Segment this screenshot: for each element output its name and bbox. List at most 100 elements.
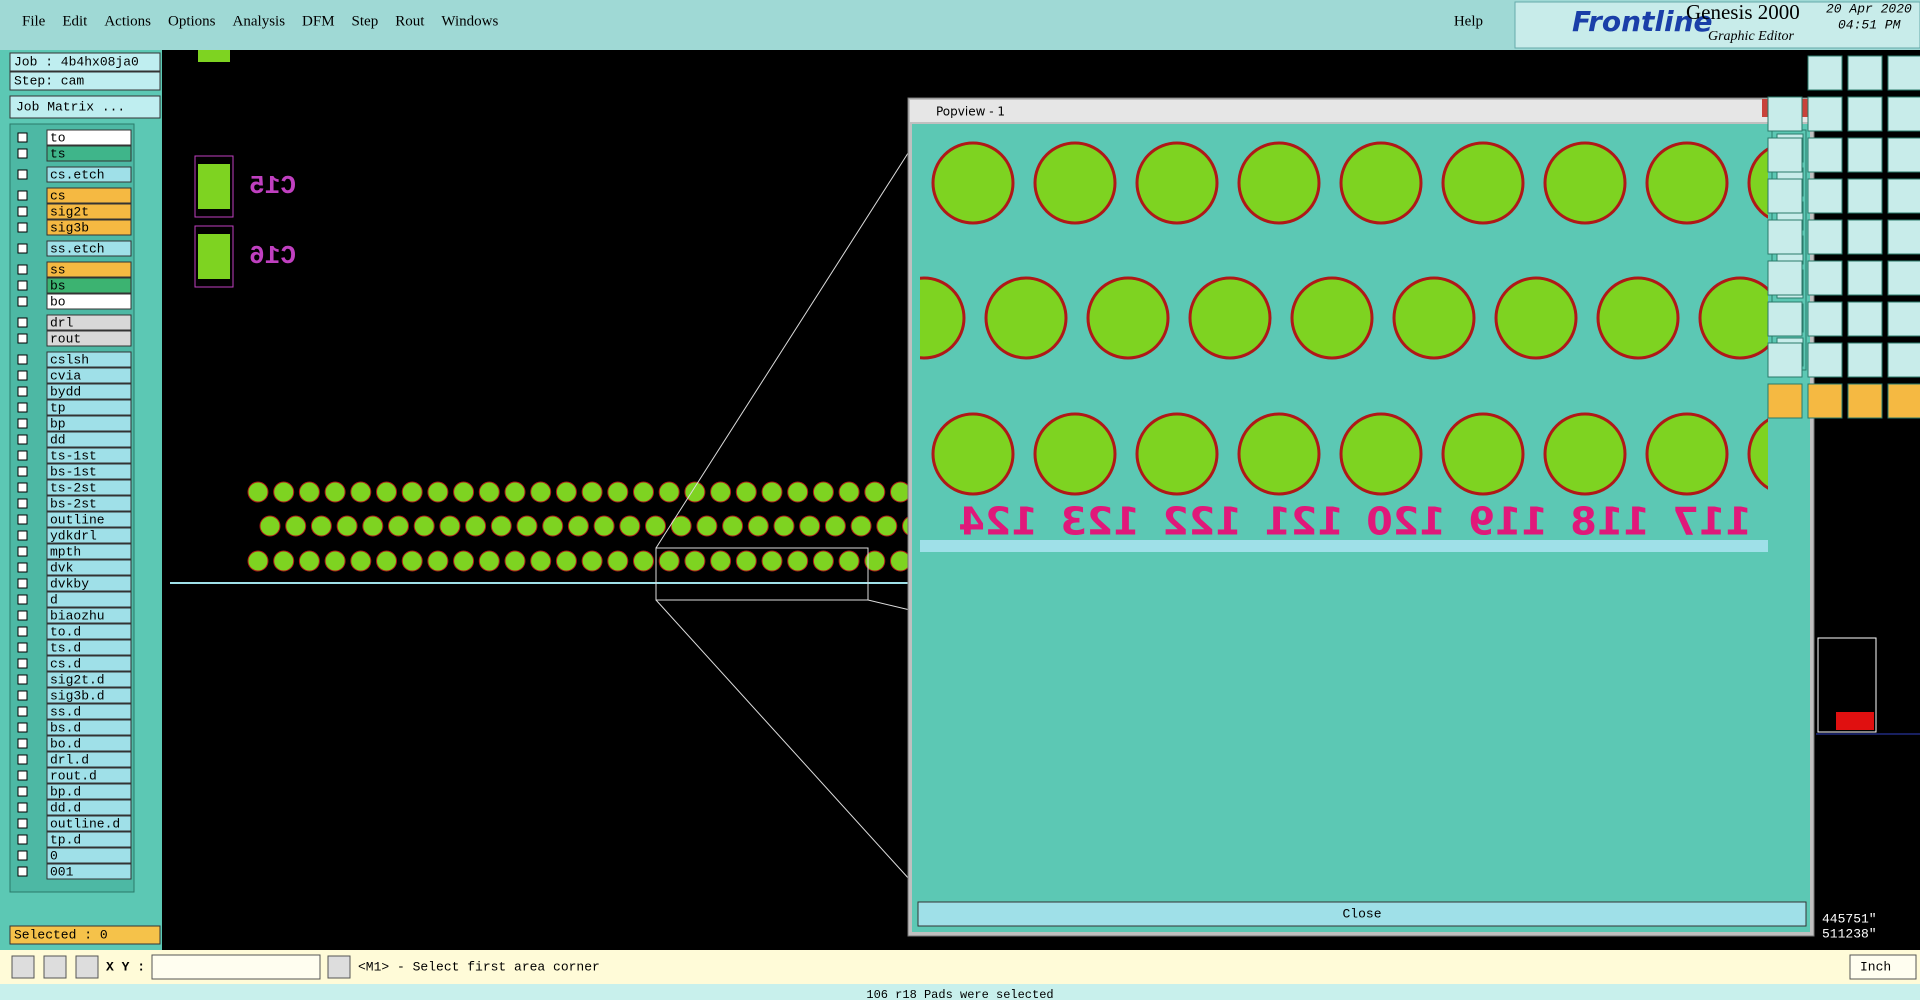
toolbar-button[interactable]	[1807, 96, 1843, 132]
layer-checkbox[interactable]	[17, 626, 28, 637]
layer-checkbox[interactable]	[17, 658, 28, 669]
toolbar-button[interactable]	[1807, 260, 1843, 296]
layer-box[interactable]	[46, 314, 132, 331]
layer-box[interactable]	[46, 293, 132, 310]
toolbar-button[interactable]	[1807, 55, 1843, 91]
layer-box[interactable]	[46, 623, 132, 640]
layer-box[interactable]	[46, 166, 132, 183]
toolbar-button[interactable]	[1847, 383, 1883, 419]
tool-button[interactable]	[75, 955, 99, 979]
layer-checkbox[interactable]	[17, 386, 28, 397]
layer-checkbox[interactable]	[17, 690, 28, 701]
menu-item[interactable]: Actions	[104, 13, 151, 29]
layer-checkbox[interactable]	[17, 706, 28, 717]
layer-box[interactable]	[46, 783, 132, 800]
toolbar-button[interactable]	[1767, 260, 1803, 296]
layer-checkbox[interactable]	[17, 296, 28, 307]
layer-box[interactable]	[46, 479, 132, 496]
layer-checkbox[interactable]	[17, 450, 28, 461]
units-select[interactable]	[1849, 954, 1917, 980]
close-button[interactable]	[917, 901, 1807, 927]
layer-checkbox[interactable]	[17, 243, 28, 254]
layer-box[interactable]	[46, 703, 132, 720]
layer-checkbox[interactable]	[17, 738, 28, 749]
layer-checkbox[interactable]	[17, 418, 28, 429]
toolbar-button[interactable]	[1887, 178, 1920, 214]
layer-checkbox[interactable]	[17, 514, 28, 525]
help-menu[interactable]: Help	[1454, 13, 1483, 29]
layer-box[interactable]	[46, 399, 132, 416]
layer-box[interactable]	[46, 735, 132, 752]
layer-checkbox[interactable]	[17, 132, 28, 143]
layer-box[interactable]	[46, 277, 132, 294]
toolbar-button[interactable]	[1847, 137, 1883, 173]
layer-checkbox[interactable]	[17, 818, 28, 829]
toolbar-button[interactable]	[1887, 219, 1920, 255]
info-button[interactable]	[327, 955, 351, 979]
toolbar-button[interactable]	[1847, 342, 1883, 378]
toolbar-button[interactable]	[1887, 96, 1920, 132]
layer-checkbox[interactable]	[17, 482, 28, 493]
menu-item[interactable]: Edit	[62, 13, 88, 29]
layer-box[interactable]	[46, 591, 132, 608]
toolbar-button[interactable]	[1887, 55, 1920, 91]
layer-checkbox[interactable]	[17, 466, 28, 477]
menu-item[interactable]: File	[22, 13, 46, 29]
toolbar-button[interactable]	[1847, 96, 1883, 132]
layer-box[interactable]	[46, 655, 132, 672]
layer-checkbox[interactable]	[17, 333, 28, 344]
toolbar-button[interactable]	[1807, 178, 1843, 214]
layer-checkbox[interactable]	[17, 802, 28, 813]
layer-box[interactable]	[46, 527, 132, 544]
layer-checkbox[interactable]	[17, 834, 28, 845]
toolbar-button[interactable]	[1767, 178, 1803, 214]
layer-box[interactable]	[46, 351, 132, 368]
layer-box[interactable]	[46, 383, 132, 400]
layer-checkbox[interactable]	[17, 498, 28, 509]
toolbar-button[interactable]	[1767, 219, 1803, 255]
layer-box[interactable]	[46, 671, 132, 688]
toolbar-button[interactable]	[1887, 383, 1920, 419]
layer-box[interactable]	[46, 751, 132, 768]
toolbar-button[interactable]	[1887, 137, 1920, 173]
layer-checkbox[interactable]	[17, 206, 28, 217]
layer-box[interactable]	[46, 639, 132, 656]
menu-item[interactable]: Options	[168, 13, 216, 29]
layer-box[interactable]	[46, 219, 132, 236]
toolbar-button[interactable]	[1847, 178, 1883, 214]
layer-box[interactable]	[46, 543, 132, 560]
menu-item[interactable]: Windows	[441, 13, 498, 29]
tool-button[interactable]	[43, 955, 67, 979]
layer-checkbox[interactable]	[17, 354, 28, 365]
layer-box[interactable]	[46, 719, 132, 736]
layer-checkbox[interactable]	[17, 434, 28, 445]
toolbar-button[interactable]	[1767, 301, 1803, 337]
layer-checkbox[interactable]	[17, 578, 28, 589]
layer-box[interactable]	[46, 575, 132, 592]
layer-checkbox[interactable]	[17, 770, 28, 781]
layer-box[interactable]	[46, 367, 132, 384]
toolbar-button[interactable]	[1807, 137, 1843, 173]
layer-box[interactable]	[46, 431, 132, 448]
layer-checkbox[interactable]	[17, 722, 28, 733]
toolbar-button[interactable]	[1807, 301, 1843, 337]
layer-checkbox[interactable]	[17, 786, 28, 797]
layer-box[interactable]	[46, 815, 132, 832]
layer-box[interactable]	[46, 607, 132, 624]
toolbar-button[interactable]	[1767, 96, 1803, 132]
toolbar-button[interactable]	[1887, 342, 1920, 378]
layer-checkbox[interactable]	[17, 754, 28, 765]
layer-checkbox[interactable]	[17, 610, 28, 621]
layer-box[interactable]	[46, 330, 132, 347]
toolbar-button[interactable]	[1847, 260, 1883, 296]
toolbar-button[interactable]	[1847, 301, 1883, 337]
layer-box[interactable]	[46, 847, 132, 864]
layer-box[interactable]	[46, 767, 132, 784]
menu-item[interactable]: DFM	[302, 13, 335, 29]
layer-box[interactable]	[46, 863, 132, 880]
layer-checkbox[interactable]	[17, 169, 28, 180]
layer-checkbox[interactable]	[17, 530, 28, 541]
layer-box[interactable]	[46, 511, 132, 528]
layer-box[interactable]	[46, 145, 132, 162]
toolbar-button[interactable]	[1767, 137, 1803, 173]
